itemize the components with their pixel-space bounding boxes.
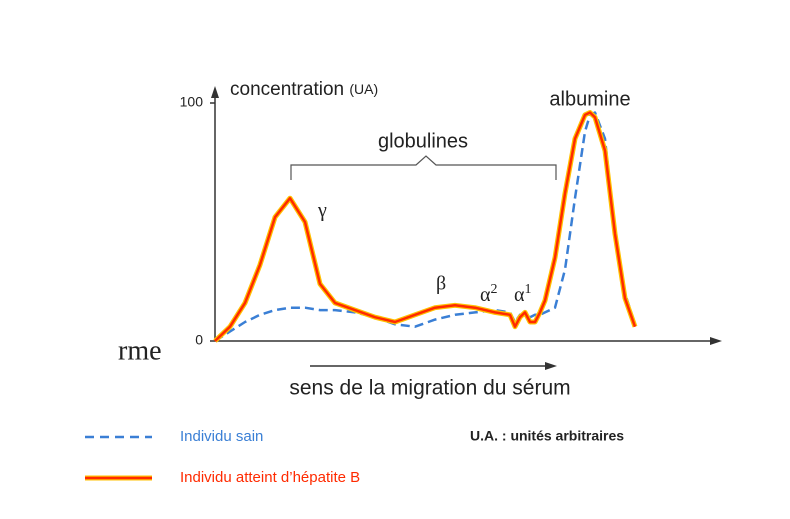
annotation: α1 xyxy=(514,282,531,305)
note: U.A. : unités arbitraires xyxy=(470,428,624,444)
x-axis-arrow xyxy=(710,337,722,345)
y-tick-label: 100 xyxy=(180,94,204,110)
y-axis-label: concentration (UA) xyxy=(230,79,378,100)
annotation: β xyxy=(436,273,446,295)
migration-arrowhead xyxy=(545,362,557,370)
annotation: albumine xyxy=(549,88,630,110)
legend-label: Individu atteint d’hépatite B xyxy=(180,469,360,486)
annotation: γ xyxy=(317,200,327,222)
y-axis-arrow xyxy=(211,86,219,98)
annotation: globulines xyxy=(378,130,468,152)
series-line xyxy=(214,111,637,342)
bracket xyxy=(290,155,557,180)
cropped-text: rme xyxy=(118,335,162,366)
legend-label: Individu sain xyxy=(180,428,263,445)
series-line xyxy=(214,111,637,343)
x-axis-label: sens de la migration du sérum xyxy=(289,377,570,400)
y-tick-label: 0 xyxy=(195,332,203,348)
annotation: α2 xyxy=(480,282,497,305)
